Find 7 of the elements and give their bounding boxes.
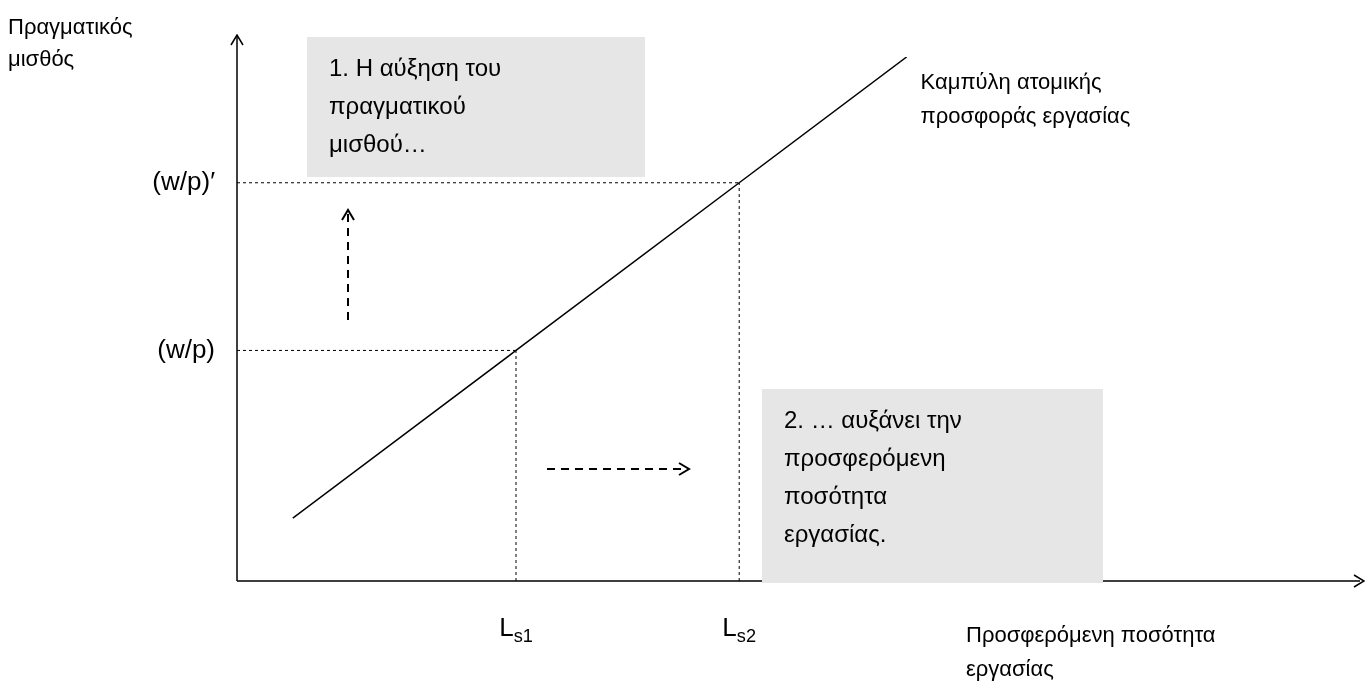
annotation: 1. Η αύξηση του πραγματικού μισθού…: [329, 53, 503, 159]
y-axis-title: Πραγματικός μισθός: [8, 14, 133, 72]
series-label: Καμπύλη ατομικής προσφοράς εργασίας: [920, 69, 1131, 129]
x-axis-title: Προσφερόμενη ποσότητα εργασίας: [966, 622, 1216, 682]
ref-line-label: (w/p): [157, 333, 215, 364]
annotation: 2. … αυξάνει την προσφερόμενη ποσότητα εργασίας.: [784, 405, 963, 549]
ref-line-label: (w/p)′: [152, 165, 216, 196]
